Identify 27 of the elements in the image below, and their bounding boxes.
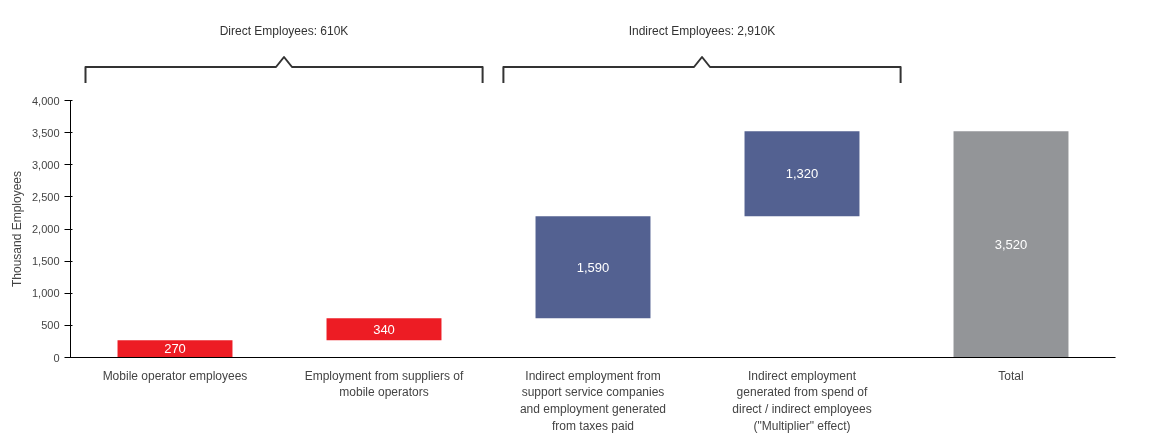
x-tick-label: Indirect employment generated from spend of direct / indirect employees ("Multiplier" effect)	[732, 368, 872, 433]
data-label: 3,520	[994, 236, 1028, 252]
y-tick-label: 2,500	[31, 190, 60, 203]
bar	[117, 340, 233, 358]
y-tick-label: 500	[41, 319, 60, 332]
y-tick-label: 3,000	[31, 158, 60, 171]
text: Indirect Employees: 2,910K	[628, 24, 776, 38]
y-tick-label: 4,000	[31, 94, 60, 107]
data-label: 340	[373, 321, 395, 337]
bar	[326, 318, 442, 341]
y-tick-label: 0	[53, 351, 60, 364]
bar	[744, 131, 860, 217]
y-axis-title: Thousand Employees	[9, 170, 24, 288]
y-tick-label: 2,000	[31, 223, 60, 235]
bar	[535, 216, 651, 319]
y-tick-label: 1,500	[31, 255, 60, 268]
y-tick-label: 3,500	[31, 126, 60, 139]
x-tick-label: Indirect employment from support service companies and employment generated from taxes paid	[519, 368, 667, 433]
y-tick-label: 1,000	[31, 287, 60, 300]
bar	[953, 131, 1069, 358]
x-tick-label: Total	[998, 368, 1024, 383]
x-tick-label: Employment from suppliers of mobile operators	[304, 368, 465, 400]
data-label: 1,320	[785, 166, 819, 182]
data-label: 270	[164, 341, 186, 357]
x-tick-label: Mobile operator employees	[102, 368, 248, 383]
text: Direct Employees: 610K	[219, 24, 349, 38]
data-label: 1,590	[576, 259, 610, 275]
